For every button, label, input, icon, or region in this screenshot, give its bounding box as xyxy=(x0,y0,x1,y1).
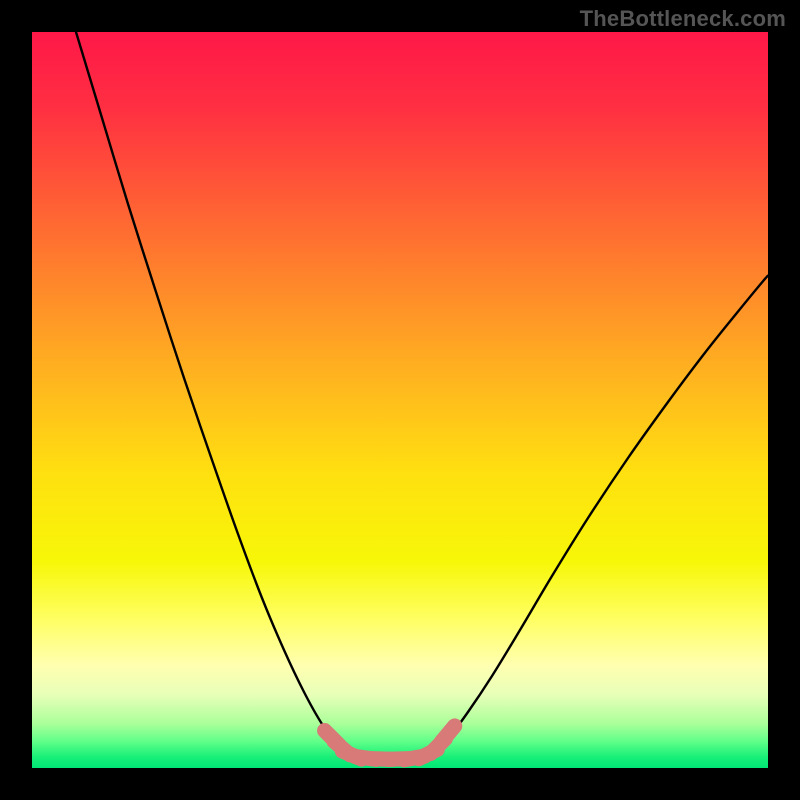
outer-frame: TheBottleneck.com xyxy=(0,0,800,800)
curve-layer xyxy=(32,32,768,768)
curve-right xyxy=(426,276,768,757)
curve-left xyxy=(76,32,358,757)
watermark-text: TheBottleneck.com xyxy=(580,6,786,32)
min-marker xyxy=(441,726,454,742)
plot-area xyxy=(32,32,768,768)
